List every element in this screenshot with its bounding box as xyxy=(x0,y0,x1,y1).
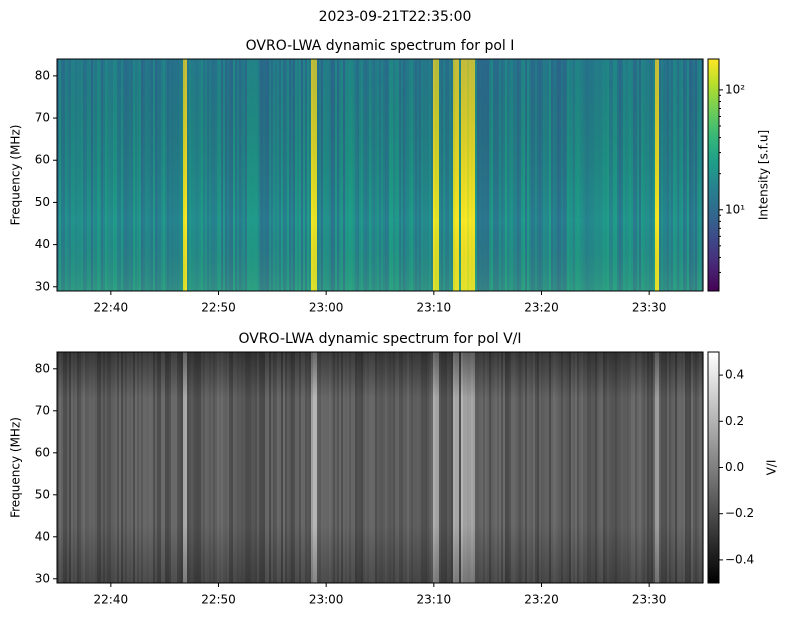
axes-title: OVRO-LWA dynamic spectrum for pol V/I xyxy=(238,331,521,347)
colorbar-tick-label: 0.2 xyxy=(725,414,744,428)
spectrum-shade xyxy=(57,352,703,583)
colorbar-tick-label: −0.4 xyxy=(725,552,754,566)
x-tick-label: 23:00 xyxy=(309,301,344,315)
x-tick-label: 23:20 xyxy=(524,301,559,315)
x-tick-label: 22:40 xyxy=(94,593,129,607)
y-tick-label: 50 xyxy=(35,487,50,501)
x-tick-label: 22:50 xyxy=(201,593,236,607)
x-tick-label: 22:50 xyxy=(201,301,236,315)
colorbar-tick-label: 10² xyxy=(725,82,745,96)
colorbar-label: Intensity [s.f.u] xyxy=(757,130,771,220)
y-tick-label: 30 xyxy=(35,571,50,585)
y-tick-label: 70 xyxy=(35,111,50,125)
colorbar-label: V/I xyxy=(765,460,779,476)
colorbar-tick-label: 0.4 xyxy=(725,368,744,382)
y-axis-label: Frequency (MHz) xyxy=(9,125,23,226)
y-tick-label: 80 xyxy=(35,361,50,375)
x-tick-label: 23:20 xyxy=(524,593,559,607)
spectrum-image xyxy=(57,352,704,583)
colorbar xyxy=(707,58,720,292)
x-tick-label: 23:00 xyxy=(309,593,344,607)
y-tick-label: 40 xyxy=(35,529,50,543)
figure-title: 2023-09-21T22:35:00 xyxy=(319,9,472,25)
y-tick-label: 60 xyxy=(35,153,50,167)
x-tick-label: 22:40 xyxy=(94,301,129,315)
colorbar-tick-label: 0.0 xyxy=(725,460,744,474)
colorbar-tick-label: −0.2 xyxy=(725,506,754,520)
x-tick-label: 23:10 xyxy=(417,593,452,607)
x-tick-label: 23:10 xyxy=(417,301,452,315)
spectrum-image xyxy=(57,59,704,291)
colorbar xyxy=(707,351,720,584)
spectrum-shade xyxy=(57,59,703,291)
x-tick-label: 23:30 xyxy=(632,301,667,315)
y-tick-label: 80 xyxy=(35,68,50,82)
axes-frame xyxy=(56,351,704,584)
y-tick-label: 60 xyxy=(35,445,50,459)
y-axis-label: Frequency (MHz) xyxy=(9,417,23,518)
y-tick-label: 40 xyxy=(35,237,50,251)
y-tick-label: 70 xyxy=(35,403,50,417)
y-tick-label: 30 xyxy=(35,279,50,293)
axes-title: OVRO-LWA dynamic spectrum for pol I xyxy=(246,38,515,54)
colorbar-tick-label: 10¹ xyxy=(725,202,745,216)
y-tick-label: 50 xyxy=(35,195,50,209)
axes-frame xyxy=(56,58,704,292)
x-tick-label: 23:30 xyxy=(632,593,667,607)
